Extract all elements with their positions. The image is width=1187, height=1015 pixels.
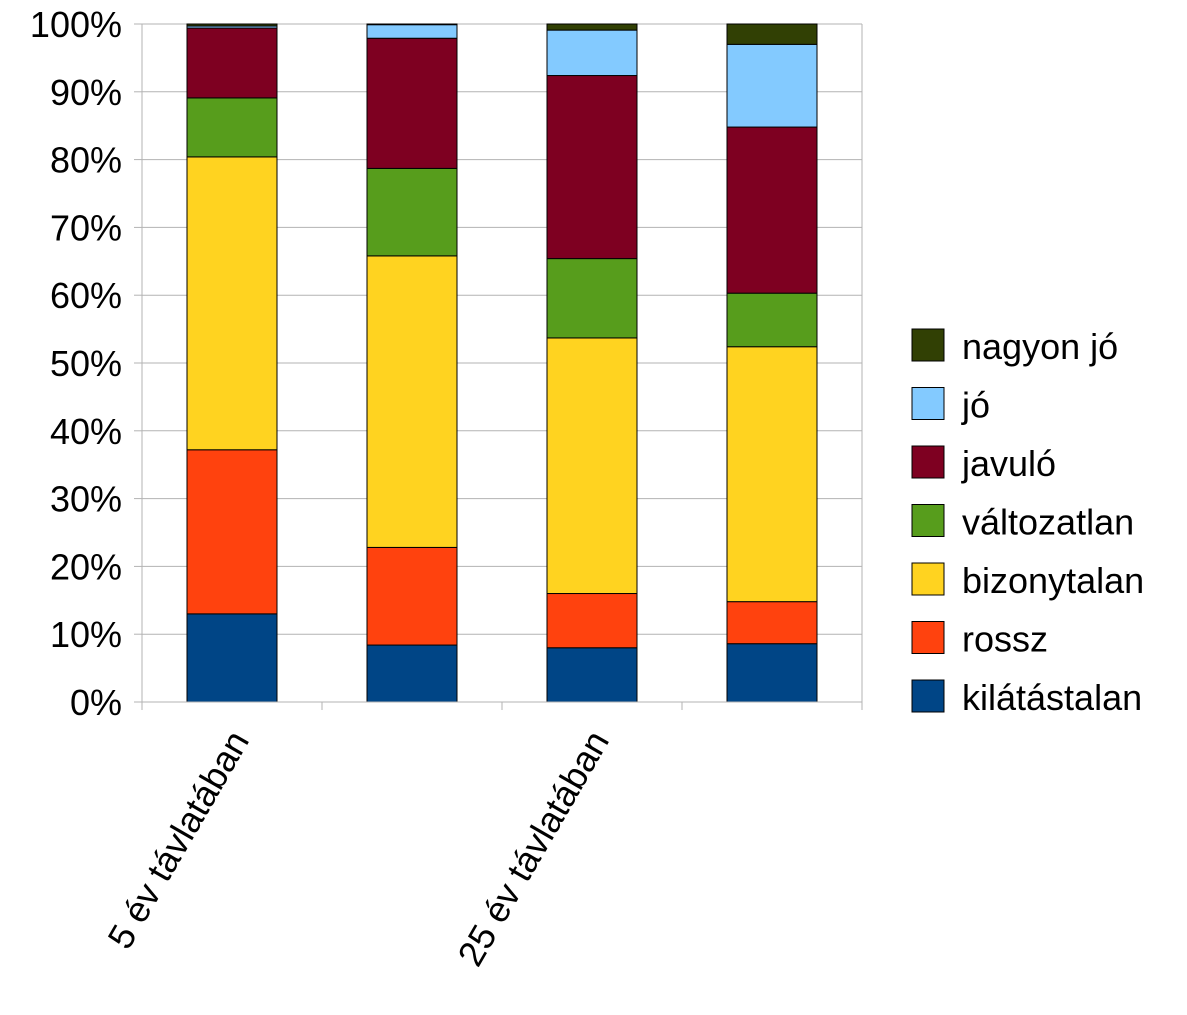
y-tick-label: 10%: [50, 614, 122, 655]
y-tick-label: 100%: [30, 4, 122, 45]
bar-segment: [726, 643, 818, 703]
bar-segment: [546, 75, 638, 260]
bar-segment: [366, 37, 458, 169]
bar-stack: [186, 23, 278, 703]
legend-item: javuló: [911, 443, 1056, 484]
bar-segment: [366, 546, 458, 646]
bar-segment: [186, 613, 278, 703]
bar-segment: [186, 27, 278, 99]
legend-swatch: [911, 679, 945, 713]
y-tick-label: 90%: [50, 72, 122, 113]
bar-segment: [546, 647, 638, 703]
bar-segment: [726, 43, 818, 128]
y-tick-label: 0%: [70, 682, 122, 723]
bar-segment: [366, 167, 458, 257]
legend-swatch: [911, 621, 945, 654]
bar-segment: [366, 255, 458, 548]
legend-item: változatlan: [911, 502, 1134, 543]
bar-segment: [186, 97, 278, 158]
legend-swatch: [911, 504, 945, 537]
y-tick-label: 20%: [50, 546, 122, 587]
y-tick-labels: 0% 10% 20% 30% 40% 50% 60% 70% 80% 90% 100%: [30, 4, 122, 723]
bar-segment: [726, 23, 818, 45]
y-tick-label: 60%: [50, 275, 122, 316]
legend-label: javuló: [961, 443, 1056, 484]
legend-swatch: [911, 387, 945, 420]
bar-segment: [726, 292, 818, 348]
legend: nagyon jó jó javuló változatlan bizonytalan r…: [911, 326, 1144, 718]
bar-segment: [186, 23, 278, 27]
x-tick-label: 5 év távlatában: [99, 724, 257, 956]
legend-item: jó: [911, 385, 990, 426]
x-tick-label: 25 év távlatában: [449, 724, 617, 973]
bar-segment: [366, 644, 458, 703]
bar-segment: [546, 258, 638, 339]
bar-segment: [546, 23, 638, 31]
legend-label: bizonytalan: [962, 560, 1144, 601]
y-tick-label: 40%: [50, 411, 122, 452]
bar-segment: [366, 23, 458, 26]
bar-segment: [546, 337, 638, 595]
bar-segment: [186, 449, 278, 615]
bars: [186, 23, 818, 703]
legend-label: rossz: [962, 619, 1048, 660]
y-tick-label: 30%: [50, 479, 122, 520]
axes: [134, 23, 863, 710]
legend-item: bizonytalan: [911, 560, 1144, 601]
legend-label: nagyon jó: [962, 326, 1118, 367]
bar-segment: [726, 601, 818, 645]
legend-swatch: [911, 328, 945, 362]
bar-segment: [726, 126, 818, 294]
y-tick-label: 70%: [50, 207, 122, 248]
y-tick-label: 50%: [50, 343, 122, 384]
bar-segment: [366, 24, 458, 39]
legend-item: nagyon jó: [911, 326, 1118, 367]
bar-stack: [366, 23, 458, 703]
bar-segment: [186, 156, 278, 451]
bar-segment: [546, 29, 638, 77]
legend-item: rossz: [911, 619, 1048, 660]
bar-segment: [726, 346, 818, 603]
legend-label: jó: [961, 385, 990, 426]
legend-swatch: [911, 445, 945, 479]
x-tick-labels: 5 év távlatában 25 év távlatában: [99, 724, 617, 973]
y-tick-label: 80%: [50, 140, 122, 181]
bar-stack: [726, 23, 818, 703]
legend-item: kilátástalan: [911, 677, 1142, 718]
legend-swatch: [911, 562, 945, 596]
legend-label: kilátástalan: [962, 677, 1142, 718]
legend-label: változatlan: [962, 502, 1134, 543]
bar-stack: [546, 23, 638, 703]
bar-segment: [546, 593, 638, 649]
